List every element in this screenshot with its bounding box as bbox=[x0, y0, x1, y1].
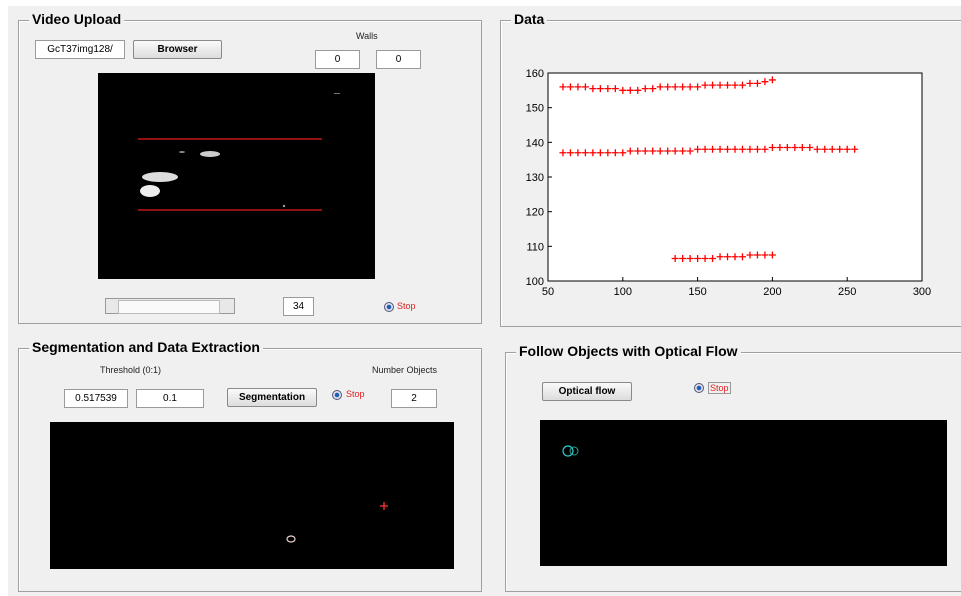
panel-title: Video Upload bbox=[29, 11, 124, 27]
frame-field[interactable]: 34 bbox=[283, 297, 314, 316]
walls-label: Walls bbox=[356, 31, 378, 41]
x-tick-label: 300 bbox=[913, 286, 931, 298]
segmentation-button[interactable]: Segmentation bbox=[227, 388, 317, 407]
y-tick-label: 110 bbox=[526, 241, 544, 253]
wall-field[interactable]: 0 bbox=[376, 50, 421, 69]
wall-field[interactable]: 0 bbox=[315, 50, 360, 69]
x-tick-label: 250 bbox=[838, 286, 856, 298]
panel-title: Segmentation and Data Extraction bbox=[29, 339, 263, 355]
page: Video Upload GcT37img128/ Browser Walls … bbox=[0, 0, 961, 596]
video-frame bbox=[98, 73, 375, 279]
x-tick-label: 100 bbox=[614, 286, 632, 298]
y-tick-label: 160 bbox=[526, 68, 544, 80]
number-objects-field[interactable]: 2 bbox=[391, 389, 437, 408]
frame-slider[interactable] bbox=[105, 298, 235, 314]
threshold-field[interactable]: 0.517539 bbox=[64, 389, 128, 408]
panel-title: Follow Objects with Optical Flow bbox=[516, 343, 741, 359]
stop-radio[interactable] bbox=[694, 383, 704, 393]
threshold-label: Threshold (0:1) bbox=[100, 365, 161, 375]
threshold-field[interactable]: 0.1 bbox=[136, 389, 204, 408]
optical-flow-button[interactable]: Optical flow bbox=[542, 382, 632, 401]
plot-area bbox=[548, 73, 922, 281]
stop-radio[interactable] bbox=[332, 390, 342, 400]
y-tick-label: 150 bbox=[526, 103, 544, 115]
stop-label: Stop bbox=[397, 301, 416, 311]
segmentation-view bbox=[50, 422, 454, 569]
stop-label: Stop bbox=[346, 389, 365, 399]
optical-flow-view bbox=[540, 420, 947, 566]
x-tick-label: 200 bbox=[763, 286, 781, 298]
panel-title: Data bbox=[511, 11, 547, 27]
y-tick-label: 120 bbox=[526, 207, 544, 219]
y-tick-label: 100 bbox=[526, 276, 544, 288]
y-tick-label: 130 bbox=[526, 172, 544, 184]
file-name-field[interactable]: GcT37img128/ bbox=[35, 40, 125, 59]
y-tick-label: 140 bbox=[526, 137, 544, 149]
x-tick-label: 150 bbox=[688, 286, 706, 298]
browse-button[interactable]: Browser bbox=[133, 40, 222, 59]
stop-radio[interactable] bbox=[384, 302, 394, 312]
number-objects-label: Number Objects bbox=[372, 365, 437, 375]
stop-label: Stop bbox=[708, 382, 731, 394]
